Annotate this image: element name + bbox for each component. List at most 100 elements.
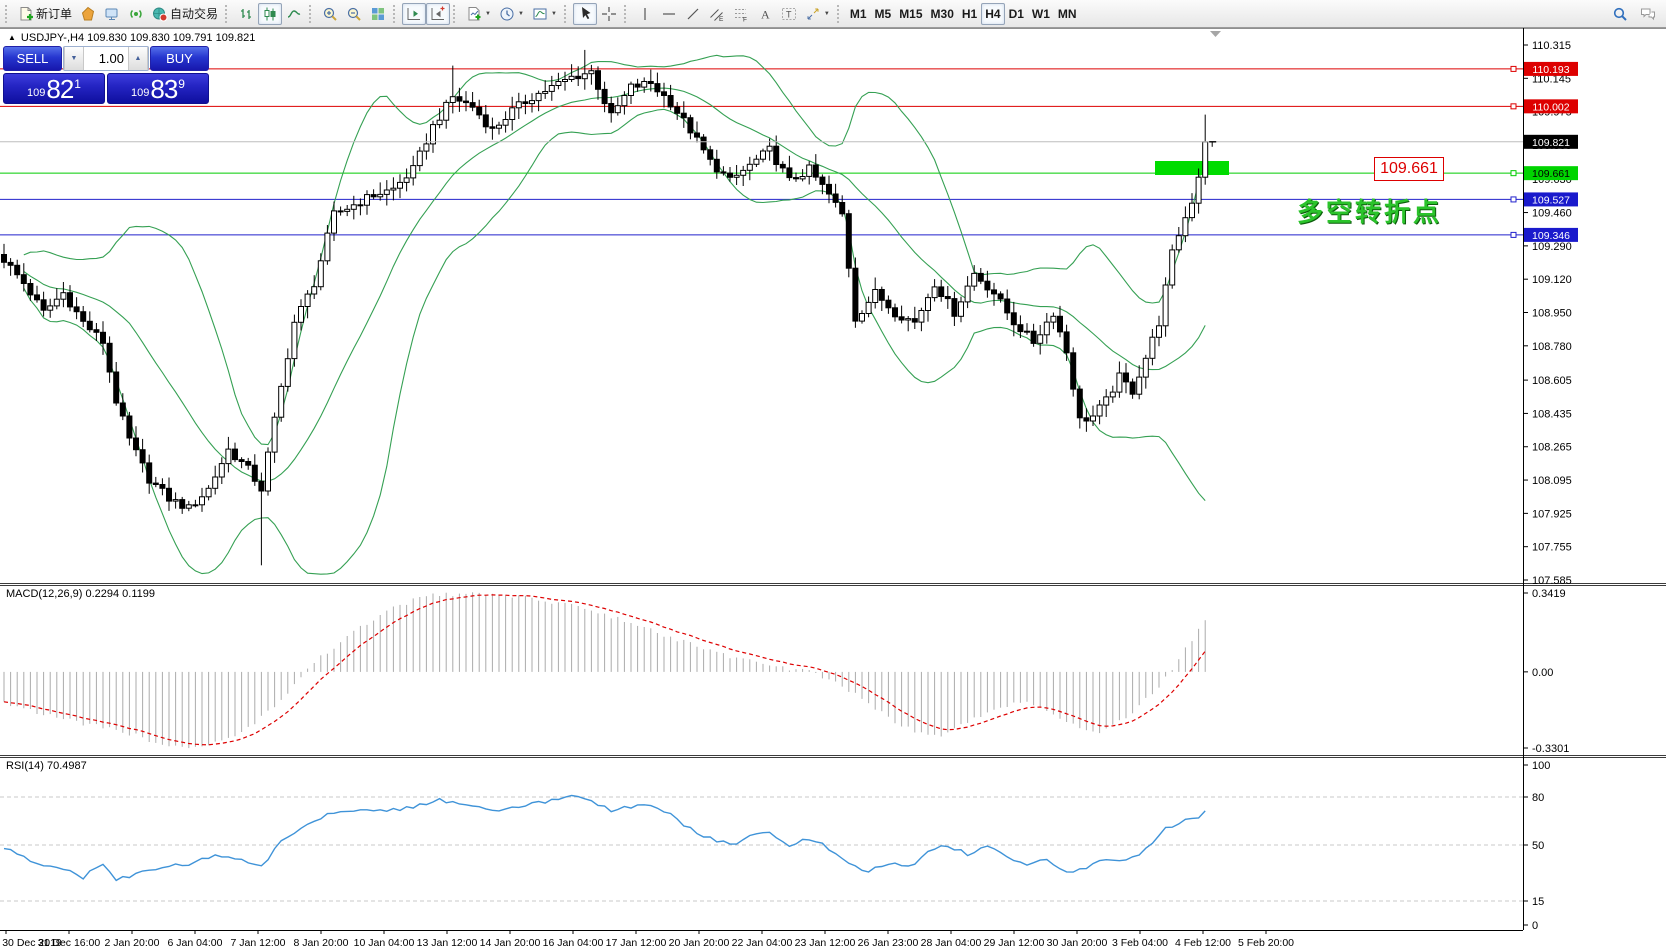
chart-shift-button[interactable] [426, 2, 451, 25]
arrows-button[interactable]: ▼ [801, 3, 834, 25]
button-label: H1 [961, 6, 978, 21]
svg-text:15: 15 [1532, 896, 1544, 908]
label-icon: T [781, 7, 796, 20]
toolbar-right-buttons [1608, 3, 1660, 25]
svg-text:110.193: 110.193 [1532, 64, 1569, 76]
vertical-line-button[interactable] [633, 3, 657, 25]
signals-button[interactable] [124, 3, 148, 25]
svg-text:109.821: 109.821 [1532, 137, 1570, 149]
svg-text:107.585: 107.585 [1532, 575, 1572, 587]
button-label: M15 [899, 6, 923, 21]
buy-button[interactable]: BUY [150, 46, 209, 71]
sell-button[interactable]: SELL [3, 46, 62, 71]
svg-text:14 Jan 20:00: 14 Jan 20:00 [480, 937, 541, 949]
button-label: M1 [849, 6, 867, 21]
svg-text:109.527: 109.527 [1532, 194, 1570, 206]
macd-indicator-label: MACD(12,26,9) 0.2294 0.1199 [6, 588, 155, 600]
volume-input[interactable] [84, 47, 128, 70]
equidistant-channel-button[interactable]: E [705, 3, 729, 25]
templates-button[interactable]: ▼ [528, 3, 561, 25]
chart-window: 110.315110.145109.975109.805109.630109.4… [0, 28, 1666, 951]
svg-text:109.346: 109.346 [1532, 230, 1570, 242]
timeframe-m5-button[interactable]: M5 [871, 3, 896, 25]
text-button[interactable]: A [753, 3, 777, 25]
toolbar-grip [453, 4, 458, 23]
buy-price-button[interactable]: 109 83 9 [107, 73, 209, 104]
svg-text:30 Jan 20:00: 30 Jan 20:00 [1047, 937, 1108, 949]
svg-text:108.265: 108.265 [1532, 442, 1572, 454]
toolbar-buttons: 新订单 自动交易 ▼ ▼ ▼ E F A T ▼ M1 M5 M15 M30 H1 H4 D1 W1 MN [2, 0, 1081, 28]
timeframe-w1-button[interactable]: W1 [1028, 3, 1054, 25]
svg-text:109.120: 109.120 [1532, 274, 1572, 286]
timeframe-h1-button[interactable]: H1 [958, 3, 981, 25]
auto-scroll-icon [407, 7, 421, 20]
search-button[interactable] [1608, 3, 1632, 25]
metaquotes-community-button[interactable] [76, 3, 100, 25]
new-order-button[interactable]: 新订单 [14, 3, 76, 25]
crosshair-button[interactable] [597, 3, 621, 25]
collapse-triangle-icon[interactable]: ▲ [8, 33, 16, 42]
toolbar-grip [623, 4, 629, 23]
periods-button[interactable]: ▼ [495, 3, 528, 25]
chart-canvas[interactable]: 110.315110.145109.975109.805109.630109.4… [0, 28, 1666, 951]
market-watch-button[interactable] [100, 3, 124, 25]
button-label: D1 [1008, 6, 1024, 21]
channel-icon: E [710, 8, 724, 22]
volume-decrease-button[interactable]: ▼ [64, 47, 84, 70]
timeframe-m1-button[interactable]: M1 [846, 3, 871, 25]
zoom-out-icon [347, 7, 361, 21]
svg-text:109.460: 109.460 [1532, 208, 1572, 220]
trendline-button[interactable] [681, 3, 705, 25]
svg-text:20 Jan 20:00: 20 Jan 20:00 [669, 937, 730, 949]
button-label: M5 [874, 6, 892, 21]
price-callout-label[interactable]: 109.661 [1374, 157, 1444, 181]
toolbar-grip [836, 4, 842, 23]
auto-trading-button[interactable]: 自动交易 [148, 3, 222, 25]
text-label-button[interactable]: T [777, 3, 801, 25]
svg-text:6 Jan 04:00: 6 Jan 04:00 [168, 937, 223, 949]
community-chat-button[interactable] [1636, 3, 1660, 25]
fibonacci-button[interactable]: F [729, 3, 753, 25]
button-label: M30 [930, 6, 954, 21]
line-chart-button[interactable] [282, 3, 306, 25]
svg-text:80: 80 [1532, 792, 1544, 804]
annotation-text[interactable]: 多空转折点 [1297, 197, 1443, 227]
search-icon [1613, 7, 1627, 21]
svg-text:31 Dec 16:00: 31 Dec 16:00 [38, 937, 101, 949]
timeframe-d1-button[interactable]: D1 [1005, 3, 1028, 25]
svg-text:0: 0 [1532, 920, 1538, 932]
svg-text:108.605: 108.605 [1532, 375, 1572, 387]
buy-price-pip: 9 [178, 77, 185, 91]
metaquotes-icon [81, 6, 95, 20]
auto-scroll-button[interactable] [402, 2, 427, 25]
candlestick-chart-button[interactable] [258, 2, 283, 25]
timeframe-m30-button[interactable]: M30 [927, 3, 958, 25]
timeframe-h4-button[interactable]: H4 [981, 2, 1005, 25]
rsi-indicator-label: RSI(14) 70.4987 [6, 760, 87, 772]
svg-text:10 Jan 04:00: 10 Jan 04:00 [354, 937, 415, 949]
indicators-list-button[interactable]: ▼ [462, 3, 495, 25]
periods-icon [500, 7, 514, 20]
candlestick-icon [264, 7, 276, 20]
button-label: 新订单 [36, 7, 73, 21]
horizontal-line-button[interactable] [657, 3, 681, 25]
toolbar-grip [563, 4, 569, 23]
dropdown-arrow-icon: ▼ [517, 10, 524, 17]
cursor-button[interactable] [572, 2, 597, 25]
chat-icon [1641, 8, 1655, 21]
templates-icon [533, 8, 547, 19]
sell-price-button[interactable]: 109 82 1 [3, 73, 105, 104]
timeframe-m15-button[interactable]: M15 [895, 3, 926, 25]
bar-chart-button[interactable] [234, 3, 258, 25]
svg-text:108.095: 108.095 [1532, 475, 1572, 487]
zoom-out-button[interactable] [342, 3, 366, 25]
symbol-ohlc-text: USDJPY-,H4 109.830 109.830 109.791 109.8… [20, 32, 256, 44]
svg-text:13 Jan 12:00: 13 Jan 12:00 [417, 937, 478, 949]
tile-windows-button[interactable] [366, 3, 390, 25]
zoom-in-button[interactable] [318, 3, 342, 25]
timeframe-mn-button[interactable]: MN [1054, 3, 1081, 25]
volume-increase-button[interactable]: ▲ [128, 47, 148, 70]
svg-text:108.950: 108.950 [1532, 308, 1572, 320]
svg-text:108.435: 108.435 [1532, 408, 1572, 420]
svg-text:E: E [719, 16, 724, 22]
